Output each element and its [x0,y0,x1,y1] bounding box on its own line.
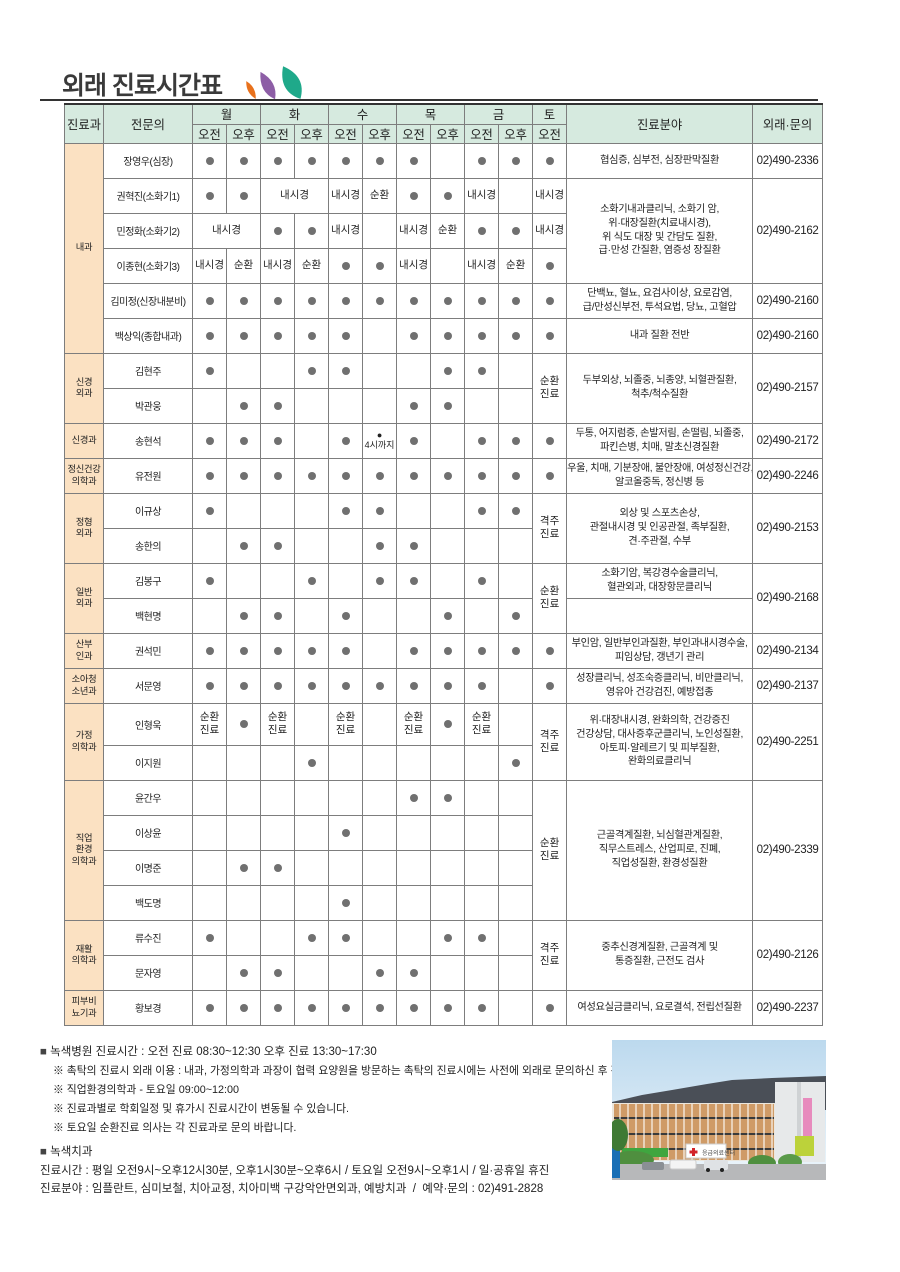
svg-text:응급의료센터: 응급의료센터 [702,1149,735,1157]
